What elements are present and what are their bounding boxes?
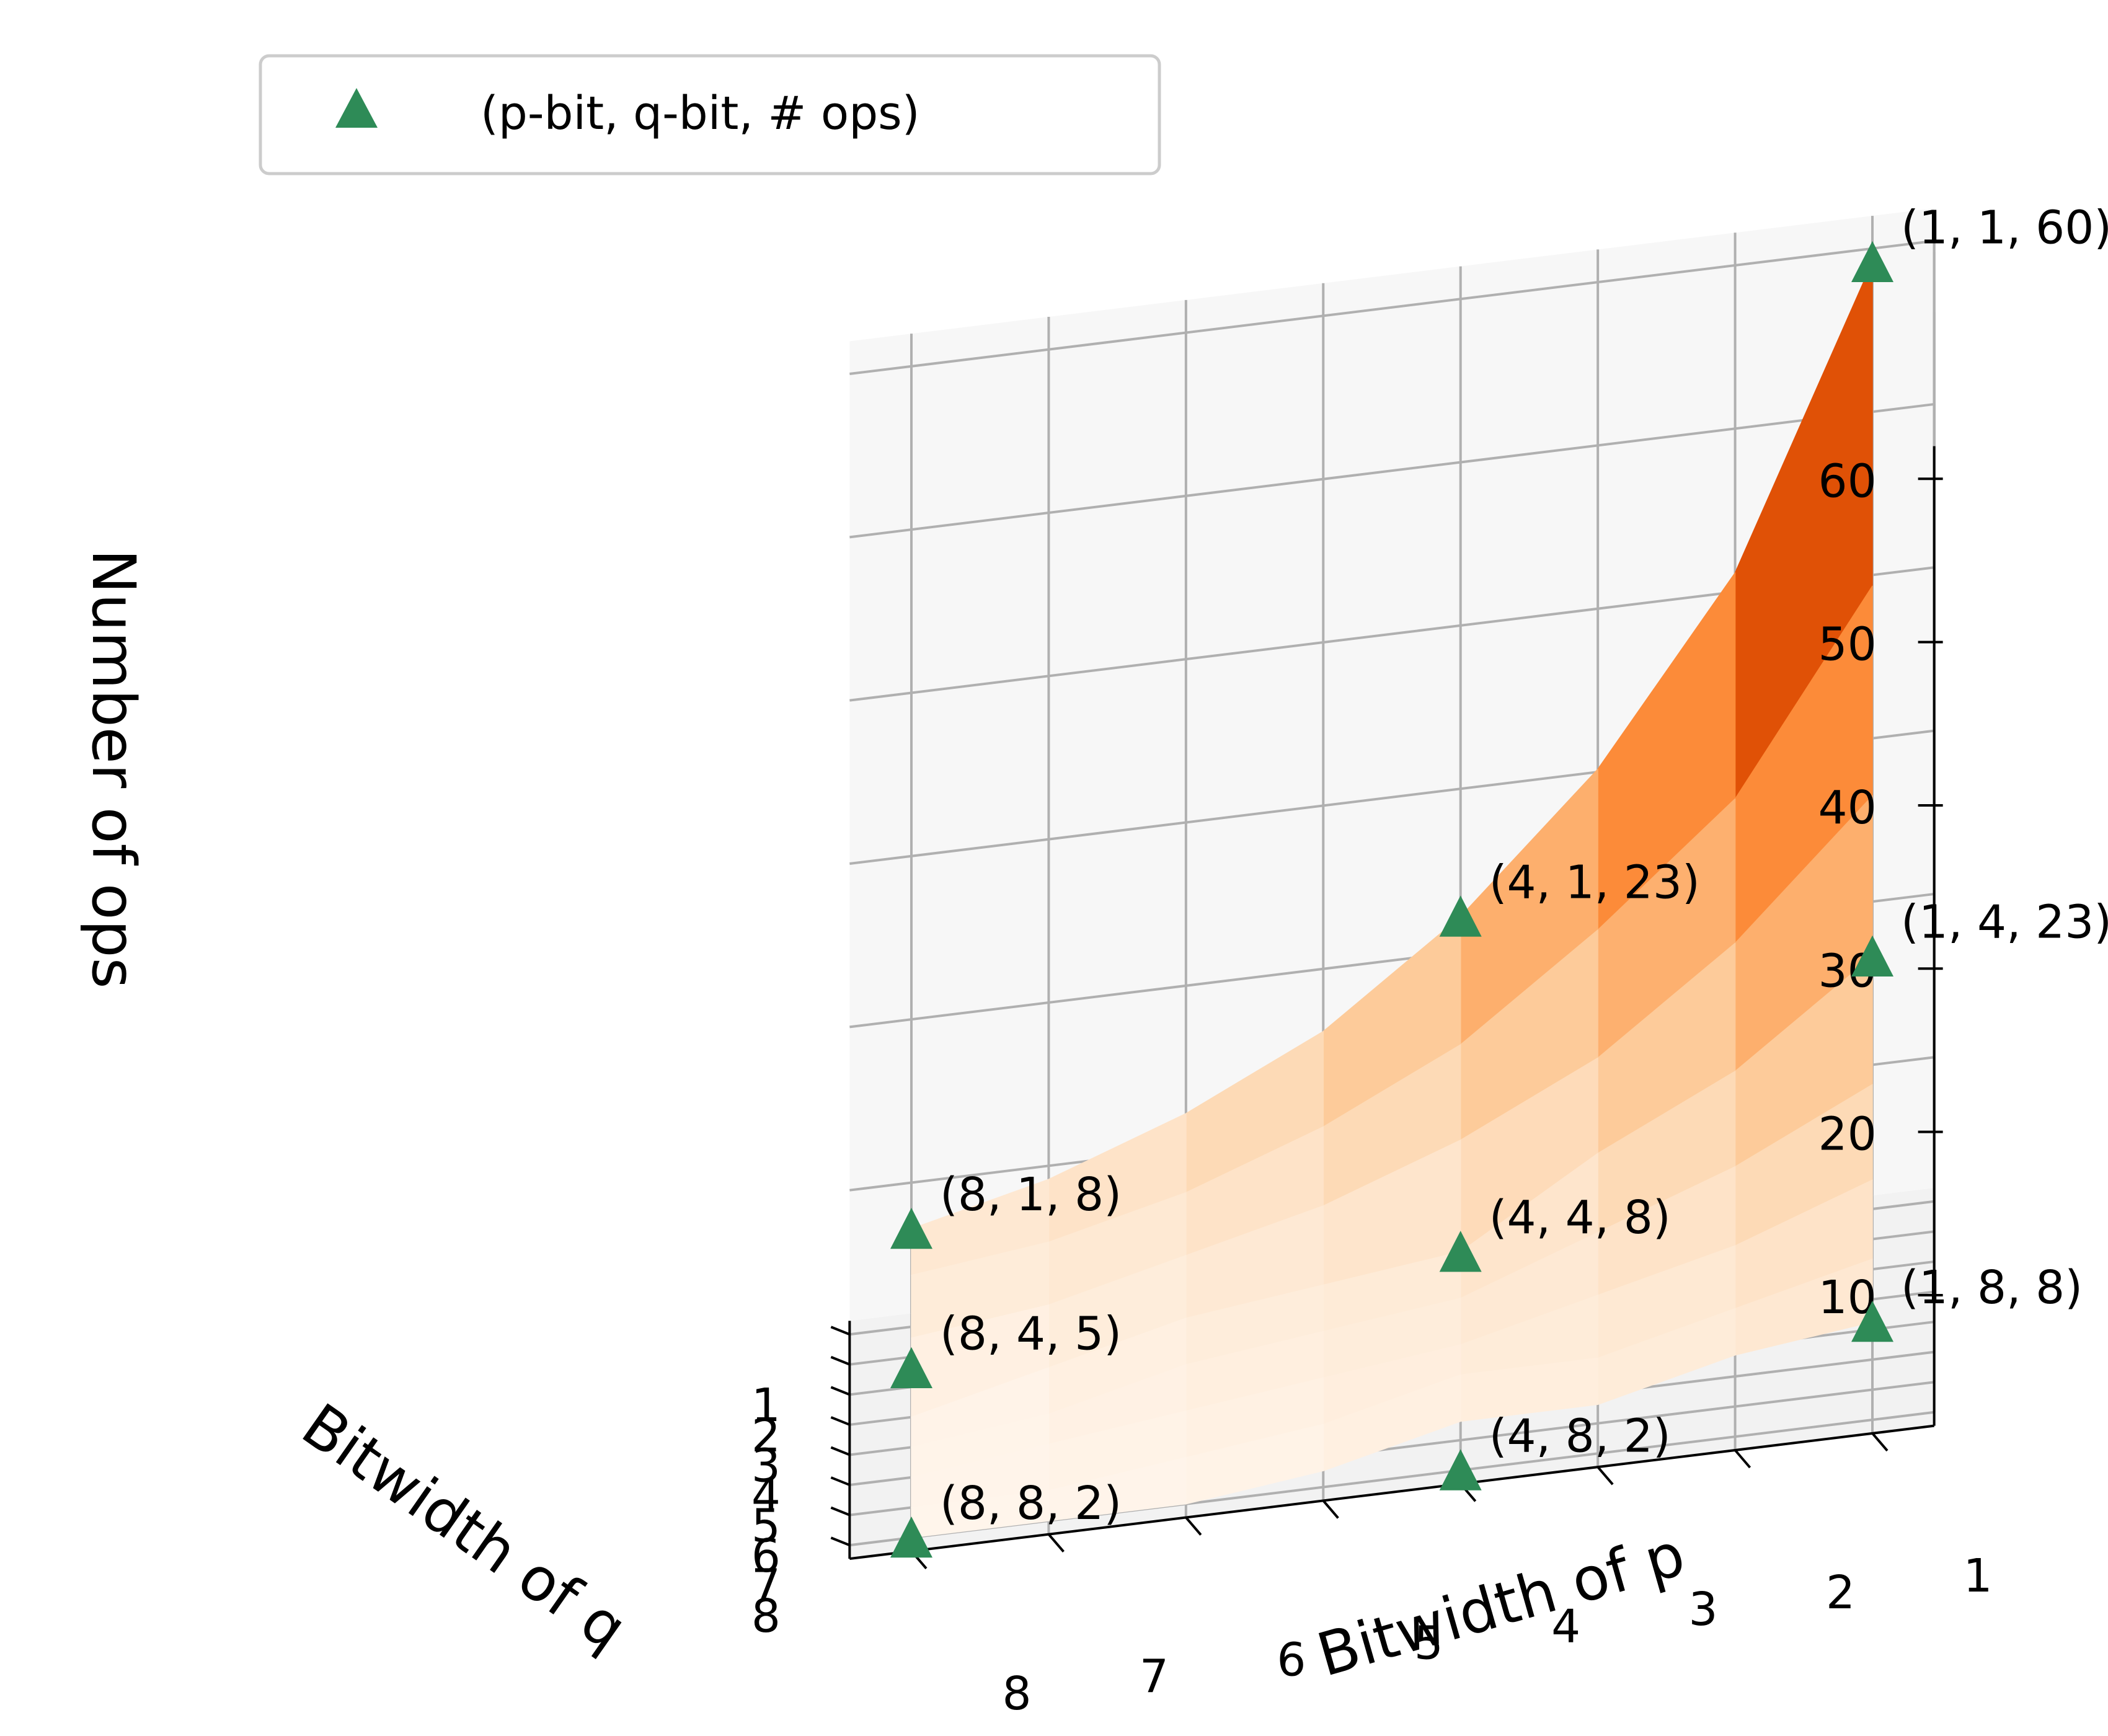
p-tick-label: 7 [1140,1650,1169,1704]
legend-label: (p-bit, q-bit, # ops) [480,87,920,140]
surface-mesh [911,261,1873,1538]
marker-triangle [890,1347,932,1388]
q-tick [830,1386,851,1396]
axis-lines [848,446,1936,1561]
legend-triangle-icon [335,88,378,128]
q-tick [830,1476,851,1486]
point-annotation: (8, 4, 5) [940,1308,1122,1361]
marker-triangle [1439,895,1482,937]
x-axis-label: Bitwidth of p [1310,1519,1693,1690]
marker-triangle [1851,1301,1893,1342]
y-axis-label: Bitwidth of q [290,1390,639,1663]
z-tick-label: 40 [1818,781,1877,835]
point-annotation: (1, 4, 23) [1901,896,2108,949]
p-tick [1047,1533,1065,1553]
marker-triangle [890,1517,932,1558]
p-tick [1596,1466,1614,1486]
point-annotation: (8, 8, 2) [940,1477,1122,1530]
q-tick-label: 4 [751,1469,781,1523]
p-tick [1871,1432,1889,1452]
q-tick [830,1536,851,1547]
p-tick-label: 6 [1277,1634,1306,1687]
p-tick-label: 3 [1689,1583,1718,1636]
q-tick [830,1326,851,1336]
q-tick-label: 7 [751,1560,781,1613]
z-tick-label: 60 [1818,454,1877,508]
legend-box [259,54,1161,175]
marker-triangle [1439,1231,1482,1272]
q-tick-label: 1 [751,1379,781,1432]
p-tick-label: 8 [1002,1667,1031,1720]
q-tick-label: 5 [751,1500,781,1553]
marker-triangle [890,1208,932,1249]
z-axis-label: Number of ops [79,549,148,989]
point-annotation: (8, 1, 8) [940,1168,1122,1221]
z-tick-label: 50 [1818,618,1877,671]
p-tick-label: 4 [1551,1600,1580,1653]
marker-triangle [1851,935,1893,976]
q-tick-label: 2 [751,1409,781,1463]
p-axis-line [849,1424,1934,1561]
p-tick [1322,1500,1339,1519]
point-annotation: (1, 8, 8) [1901,1261,2083,1314]
q-tick-label: 6 [751,1530,781,1583]
q-tick [830,1506,851,1517]
q-tick [830,1355,851,1366]
p-tick [1734,1449,1752,1469]
grid-z-p-wall [849,239,1934,376]
legend: (p-bit, q-bit, # ops) [259,54,1161,175]
marker-triangle [1851,241,1893,282]
p-tick-label: 2 [1826,1566,1855,1619]
p-tick-label: 1 [1963,1549,1992,1603]
marker-triangle [1439,1449,1482,1490]
q-tick-label: 3 [751,1439,781,1492]
q-tick-label: 8 [751,1590,781,1643]
point-annotation: (1, 1, 60) [1901,202,2108,255]
p-tick-label: 5 [1414,1616,1443,1670]
z-tick-label: 20 [1818,1108,1877,1161]
q-tick [830,1416,851,1426]
point-annotation: (4, 4, 8) [1489,1191,1671,1244]
point-annotation: (4, 1, 23) [1489,856,1700,909]
data-points: (1, 1, 60) (1, 4, 23) (4, 1, 23) (1, 8, 8) (… [890,202,2108,1558]
q-tick [830,1446,851,1456]
p-tick [1185,1517,1202,1536]
grid-z-p-wall [849,402,1934,539]
point-annotation: (4, 8, 2) [1489,1409,1671,1463]
